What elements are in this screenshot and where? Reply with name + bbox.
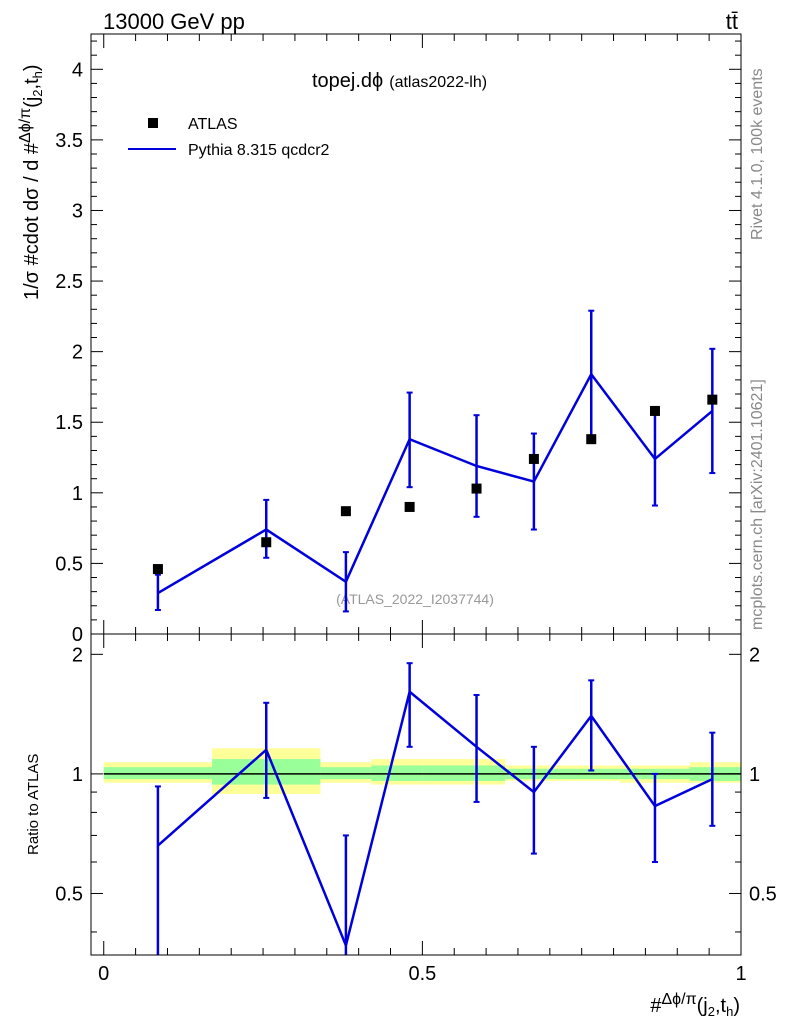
x-tick-label: 0: [98, 963, 109, 985]
atlas-data-point: [152, 564, 163, 575]
plot-title: topej.dϕ (atlas2022-lh): [312, 70, 487, 92]
ratio-y-tick-label-right: 1: [749, 764, 760, 786]
ratio-y-tick-label: 1: [72, 764, 83, 786]
atlas-series: [152, 394, 718, 575]
ratio-inner-band: [103, 767, 213, 780]
legend-atlas-label: ATLAS: [188, 116, 238, 133]
x-axis-label: #Δϕ/π(j2,th): [650, 991, 740, 1019]
ratio-uncertainty-bands: [103, 748, 741, 794]
atlas-data-point: [586, 434, 597, 445]
ratio-y-tick-label: 2: [72, 644, 83, 666]
pythia-line: [157, 371, 714, 595]
x-tick-labels: 0 0.5 1: [98, 963, 746, 985]
ratio-y-axis-label: Ratio to ATLAS: [25, 754, 42, 855]
main-y-tick-label: 3: [72, 200, 83, 222]
main-y-tick-label: 2.5: [55, 271, 83, 293]
ratio-pythia-line: [157, 689, 713, 950]
atlas-data-point: [471, 483, 482, 494]
main-y-tick-label: 0.5: [55, 553, 83, 575]
atlas-data-point: [649, 405, 660, 416]
atlas-data-point: [707, 394, 718, 405]
x-tick-label: 0.5: [408, 963, 436, 985]
ratio-panel: 0.5 0.51 12 2 0 0.5 1 Ratio to ATLAS #Δϕ/π(j2…: [25, 633, 777, 1019]
x-tick-label: 1: [735, 963, 746, 985]
main-y-axis-label: 1/σ #cdot dσ / d #Δϕ/π(j2,th): [17, 64, 45, 300]
atlas-data-point: [404, 501, 415, 512]
ratio-y-ticks: [91, 653, 741, 933]
legend-atlas-marker: [148, 118, 158, 128]
process-label: tt̄: [726, 9, 738, 34]
ratio-y-tick-label: 0.5: [55, 883, 83, 905]
main-y-tick-label: 3.5: [55, 130, 83, 152]
ratio-inner-band: [320, 767, 372, 780]
rivet-label: Rivet 4.1.0, 100k events: [749, 68, 766, 240]
ratio-y-tick-label-right: 0.5: [749, 883, 777, 905]
energy-label: 13000 GeV pp: [103, 9, 245, 34]
main-y-tick-labels: 0 0.5 1 1.5 2 2.5 3 3.5 4: [55, 59, 83, 646]
main-y-ticks: [91, 34, 742, 635]
main-y-tick-label: 4: [72, 59, 83, 81]
atlas-data-point: [261, 537, 272, 548]
main-panel: 00.511.522.533.54 (ATLAS_2022_I2037744) …: [17, 33, 742, 646]
main-y-tick-label: 1: [72, 483, 83, 505]
ratio-y-tick-label-right: 2: [749, 644, 760, 666]
ratio-pythia-series: [154, 662, 716, 955]
ratio-y-tick-labels: 0.5 0.5 1 1 2 2: [55, 644, 777, 905]
ratio-frame: [90, 633, 742, 956]
main-y-tick-label: 2: [72, 342, 83, 364]
mcplots-label: mcplots.cern.ch [arXiv:2401.10621]: [749, 379, 766, 630]
legend: ATLAS Pythia 8.315 qcdcr2: [128, 116, 330, 159]
pythia-series: [154, 309, 716, 613]
main-y-tick-label: 1.5: [55, 412, 83, 434]
atlas-data-point: [528, 453, 539, 464]
x-ticks: [103, 634, 742, 955]
legend-pythia-label: Pythia 8.315 qcdcr2: [188, 142, 330, 159]
plot-watermark: (ATLAS_2022_I2037744): [336, 591, 494, 607]
main-y-tick-label: 0: [72, 624, 83, 646]
atlas-data-point: [340, 506, 351, 517]
